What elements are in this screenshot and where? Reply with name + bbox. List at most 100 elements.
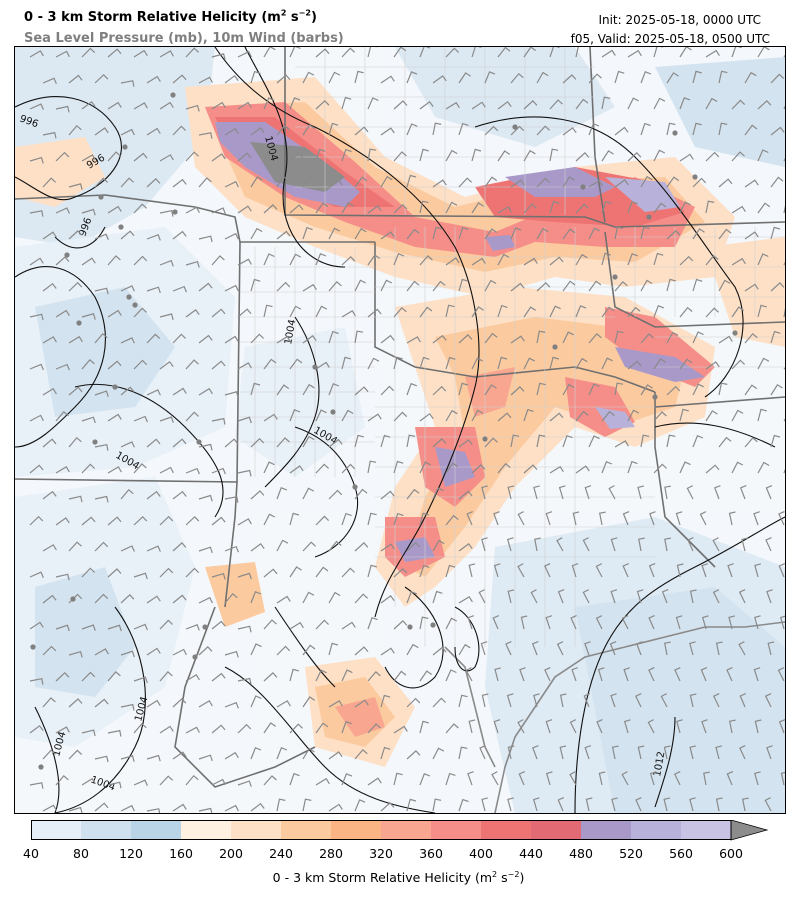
- wind-barb: [276, 700, 291, 708]
- wind-barb: [367, 564, 378, 578]
- wind-barb: [42, 804, 57, 812]
- wind-barb: [185, 47, 200, 58]
- wind-barb: [354, 70, 364, 84]
- wind-barb: [458, 543, 473, 552]
- wind-barb: [419, 564, 430, 578]
- wind-barb: [224, 438, 239, 448]
- wind-barb: [510, 335, 525, 344]
- wind-barb: [666, 331, 679, 344]
- wind-barb: [224, 232, 239, 240]
- wind-barb: [29, 363, 44, 371]
- wind-barb: [432, 539, 445, 552]
- wind-barb: [718, 178, 733, 188]
- wind-barb: [545, 615, 553, 630]
- wind-barb: [484, 279, 497, 292]
- wind-barb: [731, 461, 744, 474]
- wind-barb: [367, 616, 378, 630]
- wind-barb: [562, 228, 576, 240]
- wind-barb: [263, 204, 278, 214]
- wind-barb: [289, 97, 301, 110]
- wind-barb: [770, 330, 781, 344]
- wind-barb: [468, 719, 476, 734]
- wind-barb: [224, 592, 238, 604]
- wind-barb: [557, 589, 565, 604]
- wind-barb: [146, 754, 161, 762]
- wind-barb: [29, 156, 44, 164]
- wind-barb: [731, 257, 746, 266]
- wind-barb: [640, 279, 653, 292]
- wind-barb: [393, 512, 404, 526]
- wind-barb: [471, 202, 484, 214]
- wind-barb: [367, 777, 382, 786]
- wind-barb: [237, 723, 252, 734]
- wind-barb: [653, 358, 666, 370]
- wind-barb: [783, 205, 785, 214]
- wind-barb: [237, 258, 252, 266]
- wind-barb: [497, 304, 508, 318]
- wind-barb: [198, 443, 213, 451]
- wind-barb: [523, 149, 536, 162]
- wind-barb: [757, 408, 767, 422]
- wind-barb: [120, 80, 135, 87]
- wind-barb: [766, 589, 773, 604]
- wind-barb: [766, 745, 773, 760]
- wind-barb: [81, 567, 96, 578]
- wind-barb: [302, 124, 315, 136]
- wind-barb: [198, 596, 213, 604]
- wind-barb: [354, 749, 368, 760]
- wind-barb: [780, 771, 785, 786]
- wind-barb: [341, 669, 353, 682]
- colorbar-tick-label: 240: [269, 846, 293, 861]
- wind-barb: [406, 697, 421, 708]
- colorbar-cell: [531, 820, 582, 840]
- wind-barb: [328, 489, 343, 500]
- wind-barb: [198, 334, 213, 344]
- wind-barb: [120, 386, 135, 396]
- wind-barb: [146, 286, 161, 294]
- wind-barb: [484, 332, 498, 344]
- wind-barb: [575, 47, 585, 58]
- wind-barb: [458, 746, 468, 760]
- wind-barb: [55, 50, 70, 58]
- wind-barb: [767, 641, 775, 656]
- wind-barb: [458, 177, 473, 188]
- wind-barb: [559, 693, 567, 708]
- wind-barb: [582, 589, 590, 604]
- wind-barb: [172, 438, 187, 448]
- wind-barb: [754, 719, 762, 734]
- wind-barb: [497, 100, 512, 110]
- colorbar-cell: [281, 820, 332, 840]
- wind-barb: [185, 309, 200, 318]
- wind-barb: [289, 566, 302, 578]
- wind-barb: [354, 646, 369, 656]
- wind-barb: [664, 485, 671, 500]
- wind-barb: [705, 200, 715, 214]
- wind-barb: [120, 593, 135, 604]
- wind-barb: [531, 641, 539, 656]
- wind-barb: [764, 693, 772, 708]
- wind-barb: [55, 573, 70, 581]
- wind-barb: [715, 641, 723, 656]
- wind-barb: [419, 148, 429, 162]
- wind-barb: [536, 382, 546, 396]
- wind-barb: [536, 330, 546, 344]
- wind-barb: [689, 797, 696, 812]
- wind-barb: [81, 777, 96, 786]
- wind-barb: [530, 589, 538, 604]
- wind-barb: [623, 667, 630, 682]
- colorbar-cell: [431, 820, 482, 840]
- wind-barb: [549, 47, 560, 58]
- wind-barb: [81, 154, 96, 162]
- wind-barb: [649, 771, 657, 786]
- wind-barb: [42, 282, 57, 292]
- wind-barb: [663, 745, 671, 760]
- wind-barb: [198, 132, 213, 139]
- wind-barb: [699, 511, 707, 526]
- wind-barb: [770, 282, 785, 292]
- wind-barb: [367, 97, 379, 110]
- wind-barb: [159, 567, 174, 578]
- wind-barb: [367, 512, 377, 526]
- wind-barb: [465, 667, 473, 682]
- wind-barb: [94, 233, 109, 240]
- wind-barb: [653, 252, 664, 266]
